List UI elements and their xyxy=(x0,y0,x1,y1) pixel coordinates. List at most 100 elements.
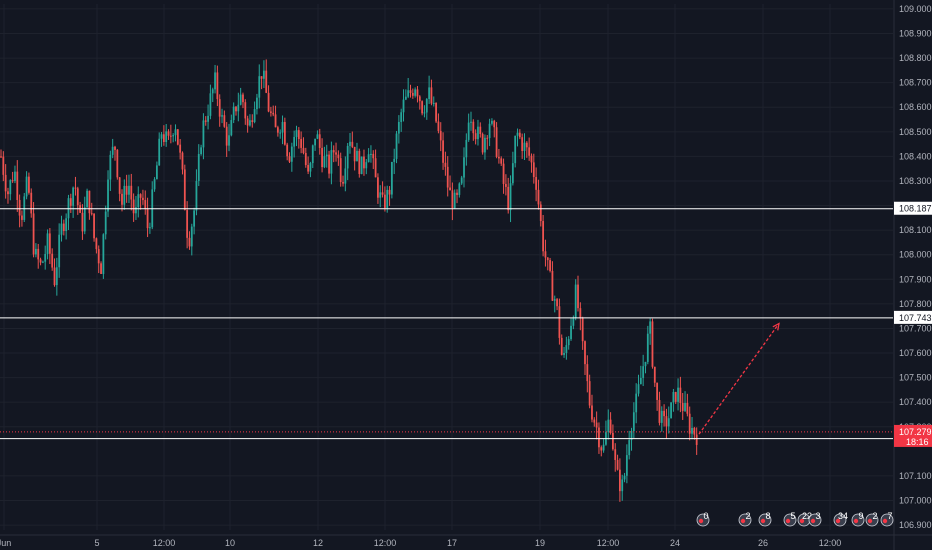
candle-body xyxy=(449,187,451,191)
time-tick-label: 24 xyxy=(670,538,680,548)
candle-body xyxy=(570,325,572,340)
candle-body xyxy=(481,133,484,153)
candle-body xyxy=(688,413,691,434)
candle-body xyxy=(404,96,407,100)
candle-body xyxy=(72,187,75,206)
candle-body xyxy=(197,154,200,181)
trade-marker[interactable]: 5 xyxy=(783,511,797,527)
trade-marker[interactable]: 2 xyxy=(738,511,752,527)
candle-body xyxy=(614,449,617,461)
candle-body xyxy=(616,460,619,470)
projection-arrow[interactable] xyxy=(698,322,780,435)
candle-body xyxy=(421,101,424,114)
candle-body xyxy=(155,165,158,180)
candle-body xyxy=(351,141,354,147)
candle-body xyxy=(544,251,547,258)
candle-body xyxy=(442,140,444,163)
trade-marker[interactable]: 2 xyxy=(865,511,879,527)
candle-body xyxy=(251,120,254,123)
candle-body xyxy=(479,126,482,134)
candle-body xyxy=(214,72,216,90)
candle-body xyxy=(639,377,642,385)
candle-body xyxy=(300,139,303,148)
candle-body xyxy=(444,162,447,167)
projection-arrow-line[interactable] xyxy=(698,323,780,435)
trade-markers[interactable]: 0 2 8 5 22 3 34 9 2 7 xyxy=(696,511,894,527)
time-tick-label: 5 xyxy=(94,538,99,548)
price-tick-label: 106.900 xyxy=(899,520,932,530)
candle-body xyxy=(344,168,347,184)
trade-marker[interactable]: 7 xyxy=(880,511,894,527)
candle-body xyxy=(37,248,40,260)
price-axis-bg xyxy=(894,0,932,550)
last-price-tag[interactable] xyxy=(894,424,932,447)
candle-body xyxy=(521,137,524,151)
candle-body xyxy=(41,261,44,263)
marker-icon xyxy=(738,513,752,527)
candle-body xyxy=(579,308,582,319)
marker-icon xyxy=(696,513,710,527)
candle-body xyxy=(207,115,209,122)
candle-body xyxy=(602,444,605,451)
candle-body xyxy=(395,133,398,159)
candle-body xyxy=(293,136,296,147)
candle-body xyxy=(563,353,565,355)
candle-body xyxy=(651,321,654,367)
trade-marker[interactable]: 8 xyxy=(758,511,772,527)
candle-body xyxy=(174,129,177,136)
candle-body xyxy=(158,138,161,166)
candle-body xyxy=(295,130,298,137)
time-tick-label: 26 xyxy=(758,538,768,548)
level-price-tag[interactable] xyxy=(894,201,932,215)
time-axis[interactable]: Jun 5 12:00 10 12 12:00 17 19 12:00 24 26 12:00 xyxy=(0,534,932,548)
candle-body xyxy=(504,183,507,187)
level-price-label: 108.187 xyxy=(899,204,932,214)
candle-body xyxy=(409,90,412,93)
price-tick-label: 107.900 xyxy=(899,274,932,284)
candle-body xyxy=(32,213,35,255)
candle-body xyxy=(618,469,621,492)
trade-marker[interactable]: 3 xyxy=(808,511,822,527)
candle-body xyxy=(663,410,665,417)
price-axis[interactable]: 109.000 108.900 108.800 108.700 108.600 108.5… xyxy=(893,0,932,550)
candle-body xyxy=(660,410,663,423)
level-price-tag[interactable] xyxy=(894,310,932,324)
candle-body xyxy=(279,132,282,134)
candle-body xyxy=(330,150,333,174)
trade-marker[interactable]: 0 xyxy=(696,511,710,527)
trade-marker[interactable]: 34 xyxy=(833,511,848,527)
candle-body xyxy=(244,102,247,119)
candle-body xyxy=(39,259,42,263)
candle-body xyxy=(486,137,489,139)
candle-body xyxy=(418,96,421,102)
candle-body xyxy=(358,150,361,174)
time-tick-label: 19 xyxy=(535,538,545,548)
candle-body xyxy=(263,70,265,79)
candle-body xyxy=(439,130,442,141)
candle-body xyxy=(290,146,293,162)
candle-body xyxy=(432,102,435,104)
price-tick-label: 107.400 xyxy=(899,397,932,407)
candle-body xyxy=(393,158,396,162)
candle-body xyxy=(297,130,300,140)
candle-body xyxy=(321,147,323,168)
candle-body xyxy=(491,120,493,124)
candle-body xyxy=(553,299,556,301)
candle-body xyxy=(51,253,54,268)
trade-marker[interactable]: 9 xyxy=(851,511,865,527)
candle-body xyxy=(460,177,463,184)
candle-body xyxy=(390,161,393,195)
marker-count: 5 xyxy=(790,511,795,521)
candle-body xyxy=(560,337,563,355)
candle-body xyxy=(586,364,589,382)
candle-body xyxy=(249,120,251,126)
candle-body xyxy=(153,179,156,190)
candle-body xyxy=(584,341,586,365)
candle-body xyxy=(304,152,307,166)
candle-body xyxy=(653,366,656,383)
candle-body xyxy=(265,70,268,93)
candle-body xyxy=(114,146,116,150)
candle-body xyxy=(407,90,410,97)
horizontal-levels[interactable] xyxy=(0,208,893,440)
